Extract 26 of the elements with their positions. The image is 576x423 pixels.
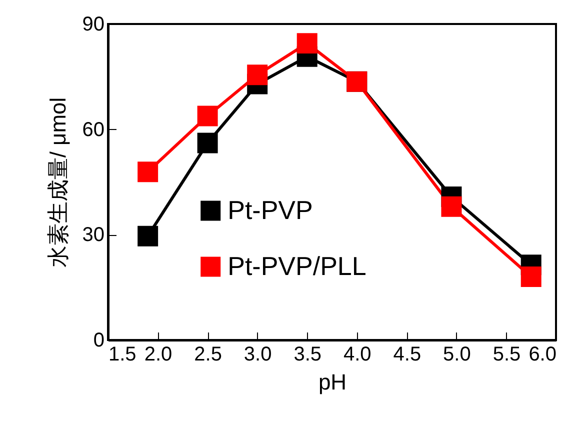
x-tick-label: 6.0: [528, 344, 556, 366]
x-tick-label: 1.5: [108, 344, 136, 366]
y-tick-label: 30: [82, 224, 104, 246]
y-tick-label: 0: [93, 330, 104, 352]
x-tick-label: 4.5: [393, 344, 422, 366]
point: [520, 266, 542, 288]
x-axis-title: pH: [318, 370, 347, 394]
x-tick-label: 3.5: [294, 344, 322, 366]
x-tick-label: 5.5: [492, 344, 521, 366]
x-tick-label: 4.0: [343, 344, 372, 366]
point: [296, 33, 318, 54]
point: [138, 162, 158, 182]
point: [441, 196, 462, 217]
point: [197, 132, 218, 154]
x-tick-label: 2.5: [194, 344, 222, 366]
point: [197, 106, 218, 126]
x-tick-label: 3.0: [244, 344, 272, 366]
y-tick-label: 90: [82, 14, 104, 36]
x-tick-label: 5.0: [443, 344, 471, 366]
legend-label: Pt-PVP: [228, 194, 313, 225]
x-tick-label: 2.0: [144, 344, 172, 366]
point: [138, 226, 158, 246]
y-tick-label: 60: [82, 118, 104, 141]
point: [247, 64, 268, 86]
y-axis-title: 水素生成量/ μmol: [45, 97, 70, 268]
legend-label: Pt-PVP/PLL: [228, 250, 366, 281]
